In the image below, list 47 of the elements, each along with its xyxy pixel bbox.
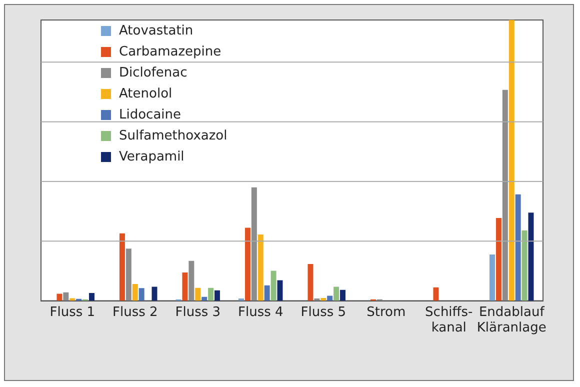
- x-tick-label: Fluss 3: [175, 304, 221, 320]
- bar: [258, 234, 264, 301]
- bar: [138, 288, 144, 301]
- bar: [251, 187, 257, 301]
- x-tick-label: Endablauf Kläranlage: [476, 304, 546, 336]
- bar: [515, 194, 521, 301]
- legend-label: Verapamil: [119, 149, 184, 164]
- legend-label: Diclofenac: [119, 65, 188, 80]
- bar: [126, 248, 132, 301]
- x-tick-label: Schiffs- kanal: [425, 304, 474, 336]
- bar: [490, 254, 496, 301]
- bar: [63, 292, 69, 301]
- bar: [132, 284, 138, 301]
- bar: [327, 296, 333, 301]
- x-tick-label: Fluss 2: [112, 304, 158, 320]
- bar: [522, 230, 528, 301]
- bar: [502, 90, 508, 301]
- x-tick-label: Fluss 1: [50, 304, 96, 320]
- bar: [214, 290, 220, 301]
- bar: [308, 264, 314, 301]
- bar: [195, 288, 201, 301]
- bar: [152, 286, 158, 301]
- legend-label: Lidocaine: [119, 107, 182, 122]
- bar: [264, 285, 270, 301]
- legend-label: Atovastatin: [119, 23, 194, 38]
- bar: [188, 260, 194, 301]
- bar: [496, 218, 502, 301]
- bar: [277, 280, 283, 301]
- bar: [56, 294, 62, 301]
- x-tick-label: Strom: [366, 304, 406, 320]
- bar: [244, 228, 250, 301]
- bar: [270, 270, 276, 301]
- bar: [433, 287, 439, 301]
- x-tick-label: Fluss 5: [300, 304, 346, 320]
- bar: [208, 288, 214, 301]
- bar: [202, 296, 208, 301]
- bar: [528, 212, 534, 301]
- x-tick-label: Fluss 4: [238, 304, 284, 320]
- bar: [119, 233, 125, 301]
- bar: [182, 272, 188, 301]
- legend-label: Carbamazepine: [119, 44, 222, 60]
- bar: [508, 20, 514, 301]
- bar: [340, 290, 346, 301]
- legend-label: Atenolol: [119, 86, 172, 102]
- legend-label: Sulfamethoxazol: [119, 128, 228, 144]
- bar: [88, 292, 94, 301]
- bar: [334, 286, 340, 301]
